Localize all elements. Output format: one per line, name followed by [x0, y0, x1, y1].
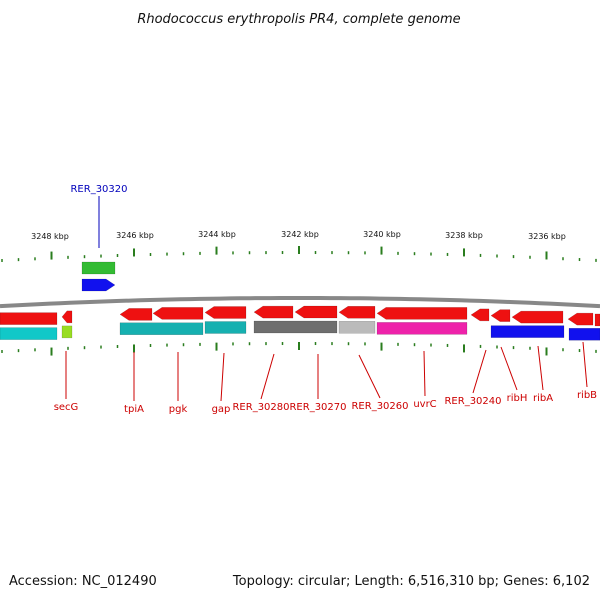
product-bar[interactable]	[253, 320, 338, 334]
gene-arrow[interactable]	[61, 310, 73, 324]
gene-label[interactable]: secG	[54, 402, 79, 413]
gene-label[interactable]: RER_30270	[289, 402, 346, 413]
gene-arrow[interactable]	[594, 313, 600, 327]
gene-arrow[interactable]	[81, 278, 116, 292]
scale-label: 3246 kbp	[116, 231, 154, 240]
scale-label: 3244 kbp	[198, 230, 236, 239]
scale-label: 3236 kbp	[528, 232, 566, 241]
gene-label[interactable]: gap	[212, 404, 231, 415]
gene-arrow[interactable]	[0, 312, 58, 325]
label-leader-line	[537, 345, 544, 391]
gene-arrow[interactable]	[253, 305, 294, 319]
genome-title: Rhodococcus erythropolis PR4, complete g…	[137, 12, 460, 27]
gene-arrow[interactable]	[376, 307, 468, 320]
gene-label[interactable]: RER_30320	[70, 184, 127, 195]
product-bar[interactable]	[0, 327, 58, 340]
gene-arrow[interactable]	[81, 261, 116, 275]
product-bar[interactable]	[338, 321, 376, 334]
product-bar[interactable]	[61, 325, 73, 339]
scale-label: 3248 kbp	[31, 232, 69, 241]
gene-label[interactable]: RER_30260	[351, 401, 408, 412]
label-leader-line	[582, 341, 588, 388]
label-leader-line	[220, 352, 225, 402]
scale-labels: 3248 kbp 3246 kbp 3244 kbp 3242 kbp 3240 kbp…	[31, 230, 566, 241]
product-bar[interactable]	[568, 328, 600, 341]
product-bar[interactable]	[119, 322, 204, 335]
gene-label[interactable]: ribA	[533, 393, 553, 404]
gene-label[interactable]: RER_30240	[444, 396, 501, 407]
gene-label[interactable]: RER_30280	[232, 402, 289, 413]
scale-ticks	[1, 246, 597, 356]
product-bar[interactable]	[490, 325, 565, 338]
gene-arrow[interactable]	[204, 306, 247, 319]
backbone-line	[0, 296, 600, 309]
label-leader-line	[472, 349, 487, 394]
gene-arrow[interactable]	[490, 309, 511, 322]
gene-arrow[interactable]	[470, 308, 490, 322]
scale-label: 3240 kbp	[363, 230, 401, 239]
gene-label[interactable]: tpiA	[124, 404, 144, 415]
gene-label[interactable]: ribB	[577, 390, 597, 401]
gene-arrow[interactable]	[152, 307, 204, 320]
product-bar[interactable]	[204, 321, 247, 334]
gene-label[interactable]: pgk	[169, 404, 188, 415]
genome-backbone	[0, 296, 600, 309]
gene-arrow[interactable]	[338, 306, 376, 319]
accession-text: Accession: NC_012490	[9, 574, 157, 589]
gene-label[interactable]: ribH	[507, 393, 528, 404]
gene-arrow[interactable]	[567, 312, 594, 326]
genome-summary-text: Topology: circular; Length: 6,516,310 bp…	[232, 574, 590, 589]
scale-label: 3238 kbp	[445, 231, 483, 240]
gene-label[interactable]: uvrC	[413, 399, 436, 410]
label-leader-line	[260, 353, 275, 400]
gene-arrow[interactable]	[119, 308, 153, 321]
product-bar[interactable]	[376, 322, 468, 335]
label-leader-line	[423, 350, 426, 397]
gene-arrow[interactable]	[294, 305, 338, 319]
gene-labels: RER_30320 secG tpiA pgk gap RER_30280 RER_3027…	[54, 184, 597, 415]
label-leader-line	[500, 346, 518, 391]
gene-arrow[interactable]	[511, 310, 564, 324]
gene-features	[0, 261, 600, 341]
label-leader-line	[358, 354, 381, 399]
scale-label: 3242 kbp	[281, 230, 319, 239]
